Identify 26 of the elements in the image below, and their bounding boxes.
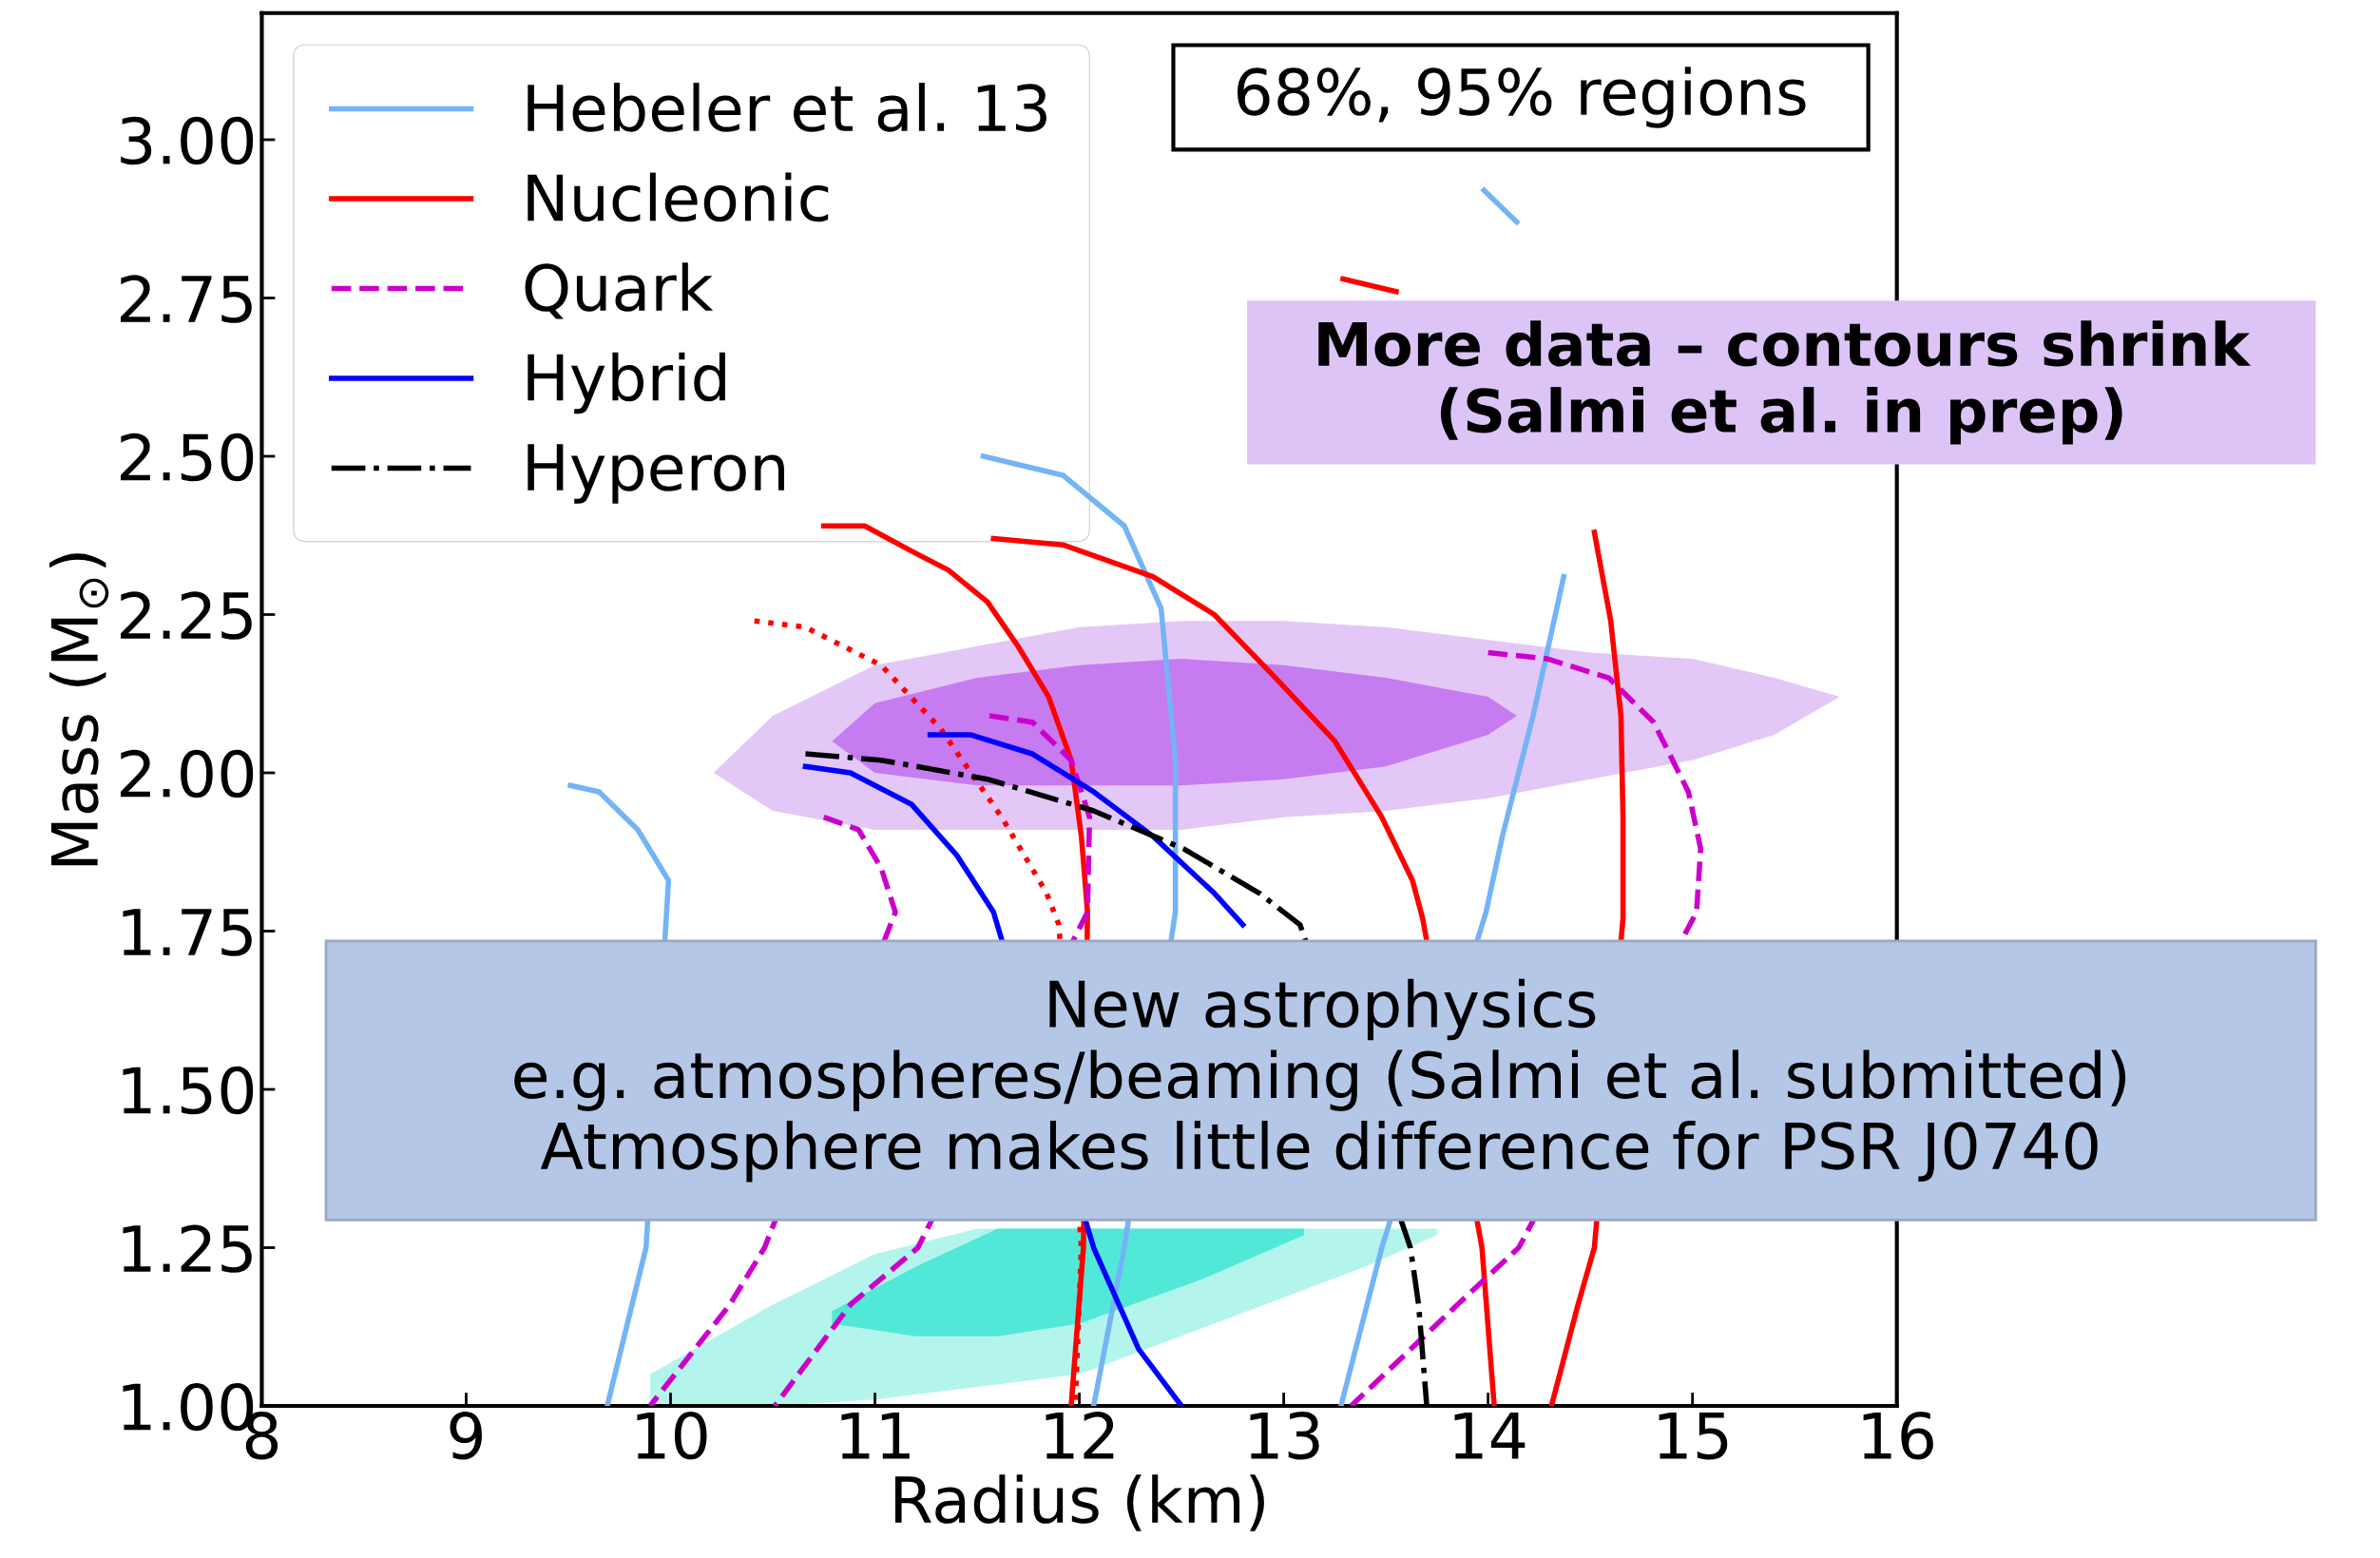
y-tick-label: 3.00	[121, 116, 254, 165]
annotation: More data – contours shrink (Salmi et al. in prep)	[1318, 320, 2252, 445]
x-axis-title: Radius (km)	[894, 1474, 1264, 1531]
legend-label: Hyperon	[528, 444, 784, 504]
legend-label: Hybrid	[528, 352, 725, 414]
annotation: New astrophysics e.g. atmospheres/beaming (Salmi et al. submitted) Atmosphere makes little difference for PSR J0740	[514, 978, 2126, 1183]
x-tick-label: 11	[841, 1412, 910, 1459]
y-tick-label: 1.75	[123, 909, 252, 956]
x-tick-label: 9	[450, 1412, 482, 1460]
y-tick-label: 2.50	[121, 433, 254, 482]
x-tick-label: 10	[637, 1412, 707, 1460]
y-tick-label: 1.50	[123, 1066, 254, 1115]
y-tick-label: 2.75	[121, 275, 252, 323]
legend-label: Nucleonic	[528, 172, 829, 222]
legend-label: Hebeler et al. 13	[528, 83, 1046, 132]
y-axis-title: Mass (M$_{⊙}$)	[49, 553, 109, 866]
y-tick-label: 2.00	[121, 749, 254, 798]
legend-label: Quark	[525, 262, 714, 319]
y-tick-label: 2.25	[121, 591, 252, 640]
y-tick-label: 1.25	[123, 1224, 252, 1273]
x-tick-label: 16	[1863, 1412, 1933, 1460]
x-tick-label: 14	[1454, 1412, 1526, 1459]
x-tick-label: 12	[1046, 1412, 1114, 1459]
x-tick-label: 13	[1250, 1412, 1319, 1460]
x-tick-label: 15	[1659, 1412, 1728, 1460]
annotation: 68%, 95% regions	[1237, 67, 1806, 128]
